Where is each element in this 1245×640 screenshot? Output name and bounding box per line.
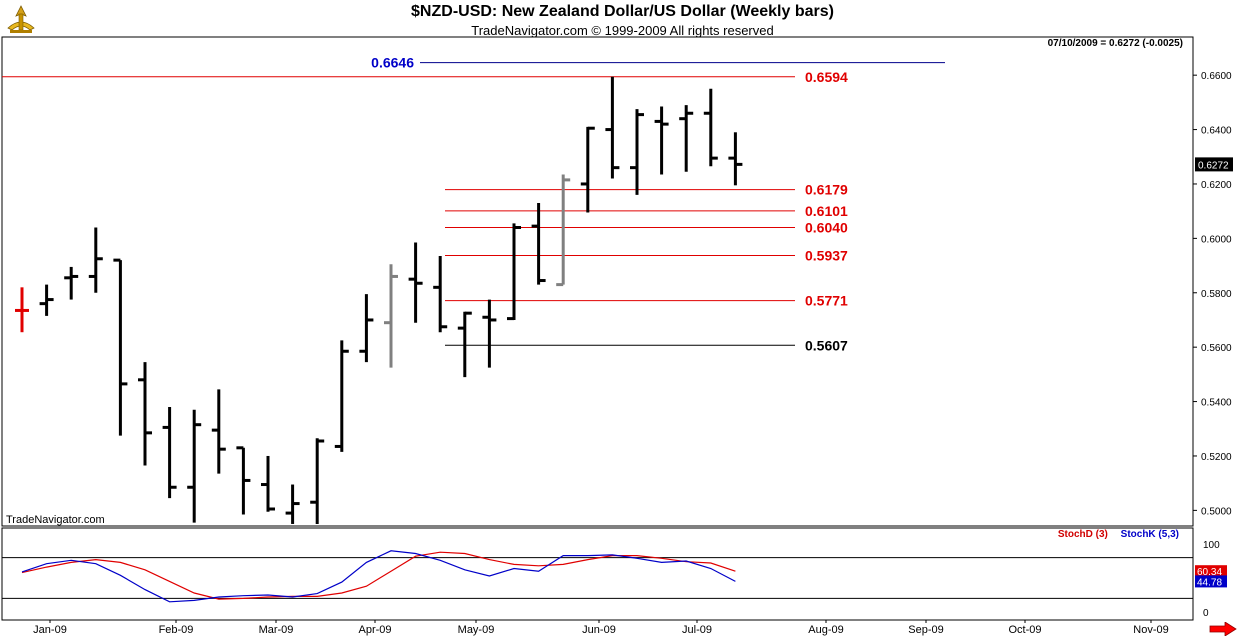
x-tick-label: Aug-09	[808, 624, 843, 636]
x-tick-label: Jun-09	[582, 624, 616, 636]
indicator-panel-frame	[1, 527, 1194, 621]
level-label: 0.6646	[371, 55, 414, 71]
stochd-legend: StochD (3)	[1057, 529, 1108, 540]
x-tick-label: Mar-09	[259, 624, 294, 636]
stochd-value-label: 60.34	[1197, 567, 1222, 578]
stochd-line	[21, 551, 736, 600]
tradenavigator-logo	[7, 5, 35, 33]
scroll-right-arrow-icon[interactable]	[1209, 622, 1237, 636]
stochk-value-label: 44.78	[1197, 577, 1222, 588]
x-tick-label: Jul-09	[682, 624, 712, 636]
level-label: 0.6101	[805, 203, 848, 219]
last-quote: 07/10/2009 = 0.6272 (-0.0025)	[1047, 38, 1183, 49]
price-panel-frame	[1, 36, 1194, 527]
y-tick-label: 0.5400	[1201, 398, 1232, 409]
watermark: TradeNavigator.com	[6, 514, 105, 526]
y-tick-label: 0.5600	[1201, 343, 1232, 354]
y-tick-label: 0.5800	[1201, 289, 1232, 300]
y-tick-label: 0.6600	[1201, 71, 1232, 82]
chart-subtitle: TradeNavigator.com © 1999-2009 All right…	[471, 23, 774, 38]
x-tick-label: Nov-09	[1133, 624, 1168, 636]
stochk-value-box	[1195, 575, 1227, 588]
level-label: 0.5937	[805, 248, 848, 264]
level-label: 0.5607	[805, 337, 848, 353]
indicator-y-tick-label: 100	[1203, 540, 1220, 551]
x-tick-label: Jan-09	[33, 624, 67, 636]
x-tick-label: May-09	[458, 624, 495, 636]
y-tick-label: 0.5000	[1201, 506, 1232, 517]
stochk-legend: StochK (5,3)	[1120, 529, 1179, 540]
level-label: 0.6594	[805, 69, 848, 85]
indicator-legend: StochD (3) StochK (5,3)	[1058, 529, 1179, 540]
y-tick-label: 0.6400	[1201, 126, 1232, 137]
x-tick-label: Sep-09	[908, 624, 943, 636]
chart-title: $NZD-USD: New Zealand Dollar/US Dollar (…	[411, 3, 834, 20]
indicator-y-tick-label: 0	[1203, 608, 1209, 619]
x-tick-label: Apr-09	[358, 624, 391, 636]
last-price-label: 0.6272	[1198, 160, 1229, 171]
x-tick-label: Oct-09	[1008, 624, 1041, 636]
last-price-box	[1195, 157, 1233, 172]
level-label: 0.6179	[805, 182, 848, 198]
level-label: 0.6040	[805, 219, 848, 235]
level-label: 0.5771	[805, 293, 848, 309]
y-tick-label: 0.5200	[1201, 452, 1232, 463]
x-tick-label: Feb-09	[159, 624, 194, 636]
y-tick-label: 0.6000	[1201, 234, 1232, 245]
stochk-line	[21, 550, 736, 603]
stochd-value-box	[1195, 565, 1227, 578]
y-tick-label: 0.6200	[1201, 180, 1232, 191]
